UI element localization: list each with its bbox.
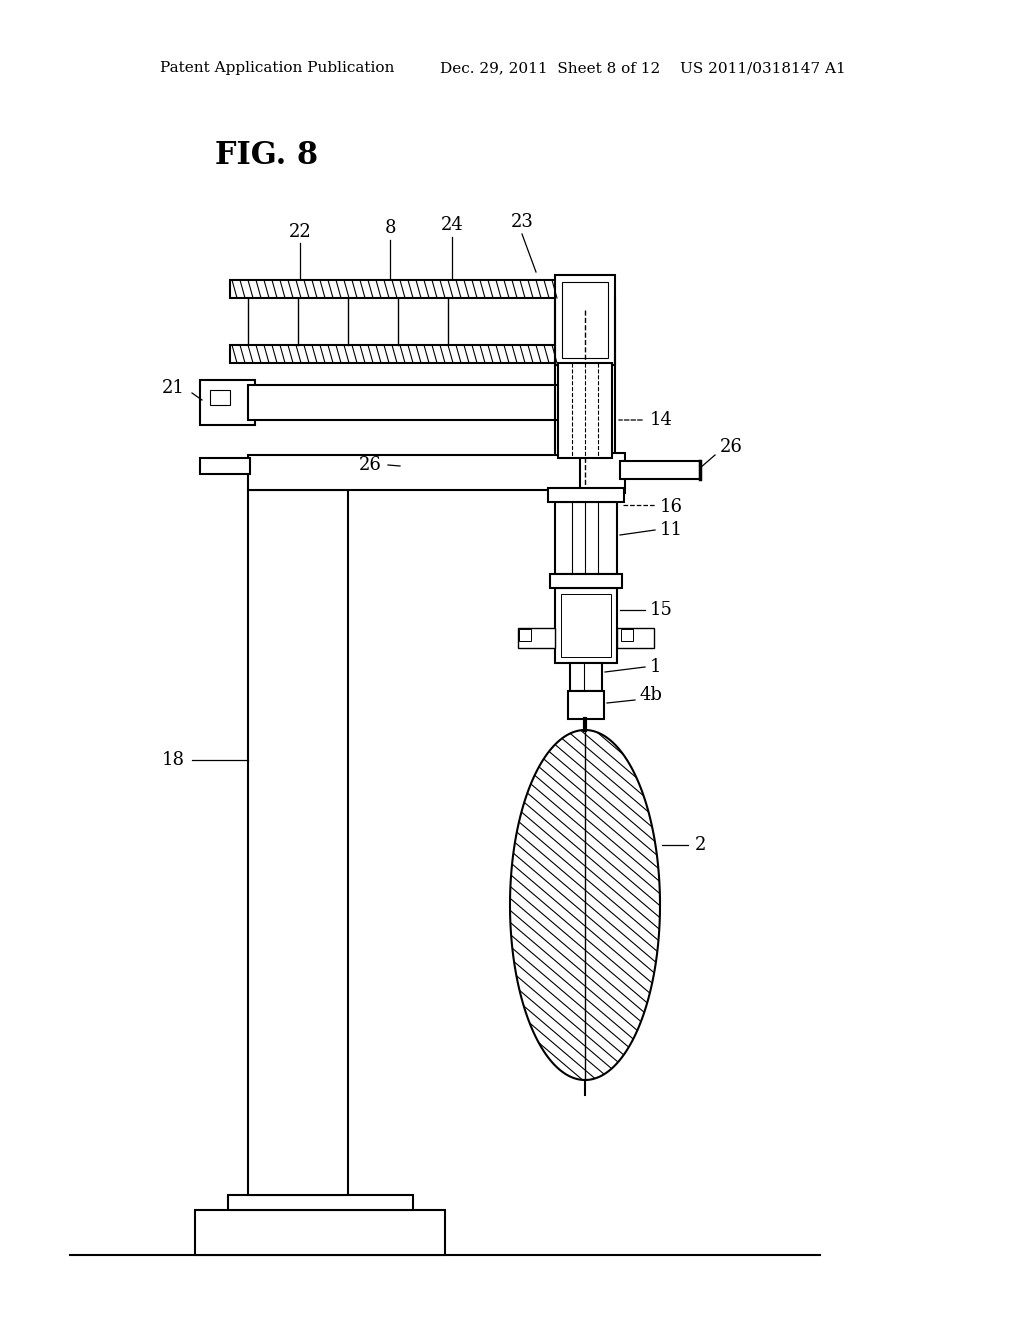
- Text: 8: 8: [384, 219, 395, 238]
- Bar: [580, 453, 625, 492]
- Text: 21: 21: [162, 379, 185, 397]
- Bar: [519, 630, 531, 642]
- Text: Dec. 29, 2011  Sheet 8 of 12: Dec. 29, 2011 Sheet 8 of 12: [440, 61, 660, 75]
- Bar: [210, 389, 230, 405]
- Text: 23: 23: [511, 213, 534, 231]
- Bar: [558, 363, 612, 458]
- Bar: [555, 275, 615, 366]
- Bar: [550, 574, 622, 587]
- Bar: [561, 594, 611, 657]
- Text: Patent Application Publication: Patent Application Publication: [160, 61, 394, 75]
- Bar: [617, 628, 654, 648]
- Text: 18: 18: [162, 751, 185, 770]
- Bar: [568, 690, 604, 719]
- Bar: [518, 628, 555, 648]
- Text: 2: 2: [695, 836, 707, 854]
- Text: 4b: 4b: [640, 686, 663, 704]
- Bar: [248, 385, 568, 420]
- Text: FIG. 8: FIG. 8: [215, 140, 318, 170]
- Text: 24: 24: [440, 216, 464, 234]
- Text: 15: 15: [650, 601, 673, 619]
- Text: 11: 11: [660, 521, 683, 539]
- Text: 16: 16: [660, 498, 683, 516]
- Bar: [230, 298, 560, 345]
- Text: 26: 26: [720, 438, 742, 455]
- Bar: [248, 490, 348, 1195]
- Bar: [555, 502, 617, 574]
- Bar: [562, 282, 608, 358]
- Bar: [195, 1210, 445, 1255]
- Bar: [248, 455, 588, 490]
- Bar: [620, 461, 700, 479]
- Bar: [200, 380, 255, 425]
- Text: 14: 14: [650, 411, 673, 429]
- Bar: [555, 587, 617, 663]
- Bar: [230, 280, 560, 298]
- Bar: [200, 458, 250, 474]
- Text: 26: 26: [359, 455, 382, 474]
- Bar: [548, 488, 624, 502]
- Bar: [228, 1195, 413, 1210]
- Text: 1: 1: [650, 657, 662, 676]
- Bar: [570, 663, 602, 690]
- Text: US 2011/0318147 A1: US 2011/0318147 A1: [680, 61, 846, 75]
- Bar: [230, 345, 560, 363]
- Bar: [621, 630, 633, 642]
- Text: 22: 22: [289, 223, 311, 242]
